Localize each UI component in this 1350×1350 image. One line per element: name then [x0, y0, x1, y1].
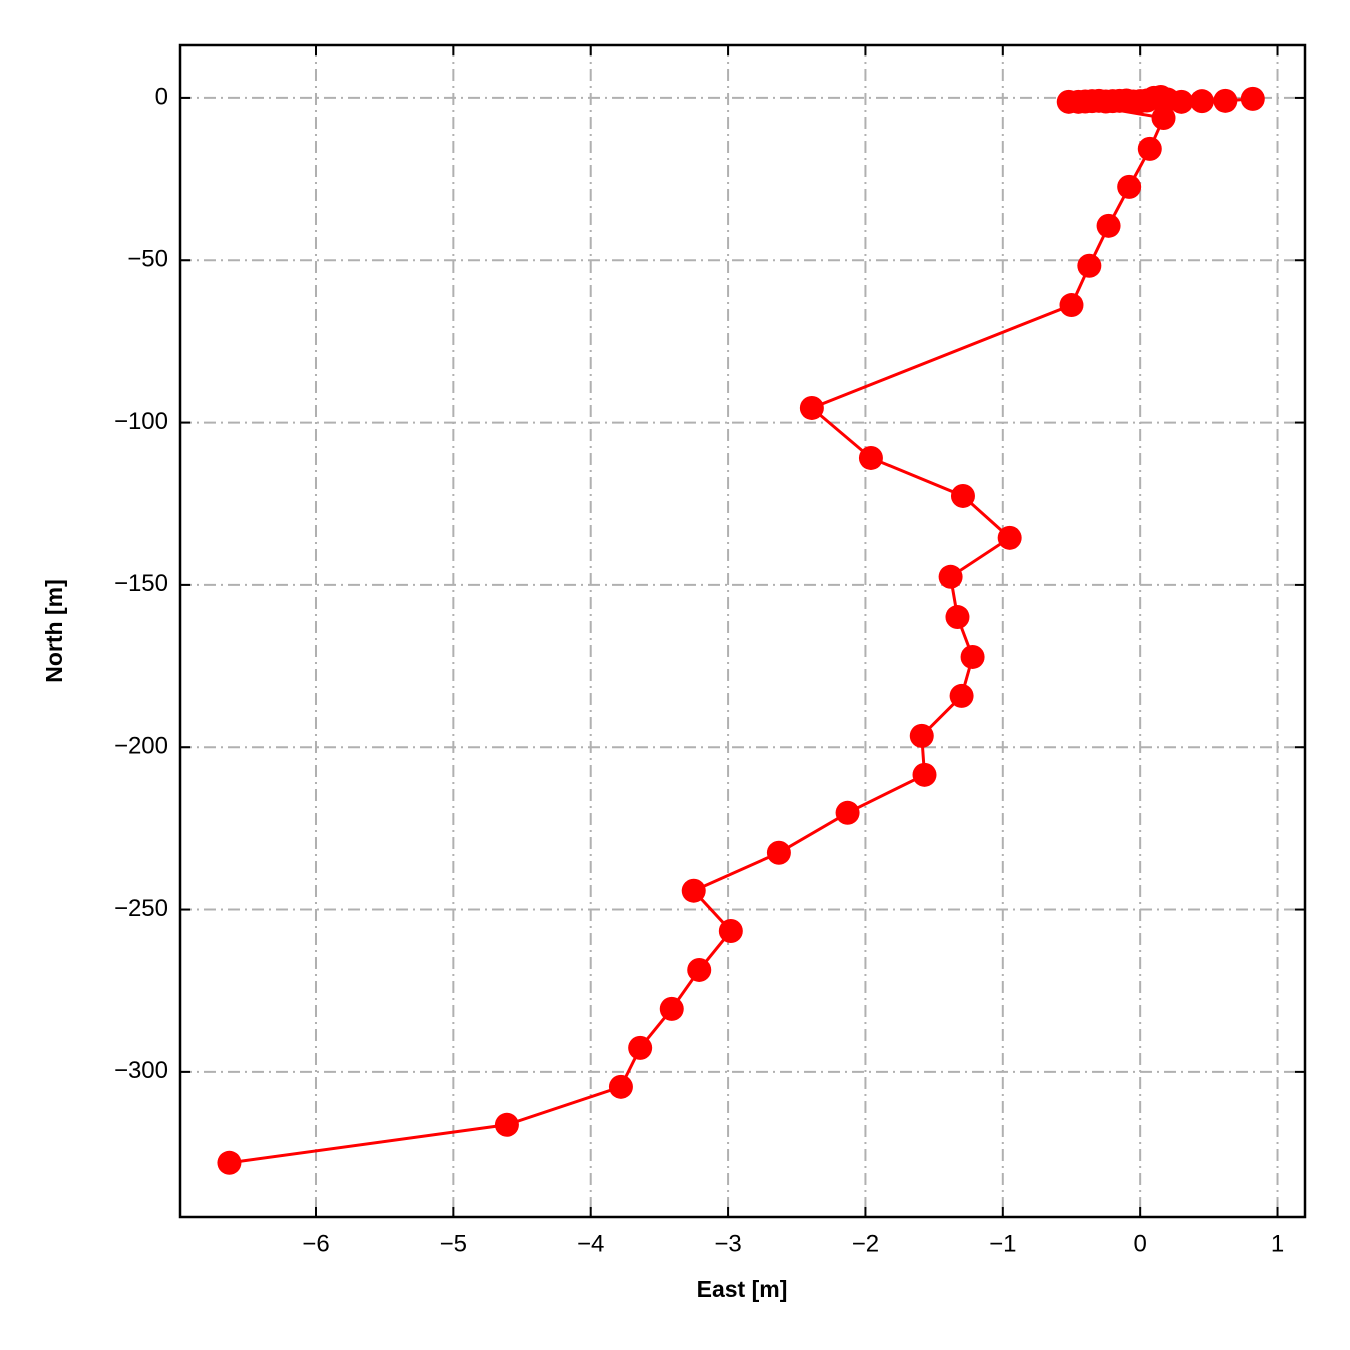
- point: [945, 605, 970, 630]
- x-tick-label: −4: [577, 1230, 604, 1257]
- point: [1137, 136, 1162, 161]
- point: [1240, 86, 1265, 111]
- point: [960, 644, 985, 669]
- point: [659, 996, 684, 1021]
- point: [1059, 293, 1084, 318]
- point: [835, 800, 860, 825]
- point: [217, 1150, 242, 1175]
- point: [608, 1074, 633, 1099]
- point: [1056, 89, 1081, 114]
- x-tick-label: −6: [302, 1230, 329, 1257]
- point: [949, 683, 974, 708]
- point: [799, 395, 824, 420]
- x-tick-label: −1: [989, 1230, 1016, 1257]
- y-tick-label: −300: [114, 1057, 168, 1084]
- point: [1117, 174, 1142, 199]
- y-tick-label: −100: [114, 408, 168, 435]
- y-tick-label: −250: [114, 895, 168, 922]
- point: [1213, 88, 1238, 113]
- point: [766, 840, 791, 865]
- point: [938, 564, 963, 589]
- x-axis-label: East [m]: [697, 1276, 788, 1302]
- point: [718, 918, 743, 943]
- plot-frame: [178, 43, 1307, 1219]
- point: [997, 525, 1022, 550]
- point: [1077, 253, 1102, 278]
- point: [1151, 106, 1176, 131]
- y-tick-label: −200: [114, 733, 168, 760]
- trajectory-line: [229, 95, 1253, 1165]
- y-tick-label: −50: [127, 246, 168, 273]
- point: [950, 483, 975, 508]
- point: [1096, 213, 1121, 238]
- point: [628, 1035, 653, 1060]
- y-axis-label: North [m]: [41, 579, 67, 682]
- y-tick-label: 0: [155, 83, 168, 110]
- point: [494, 1112, 519, 1137]
- point: [681, 878, 706, 903]
- y-tick-label: −150: [114, 570, 168, 597]
- point: [909, 723, 934, 748]
- point: [687, 957, 712, 982]
- x-tick-label: −2: [852, 1230, 879, 1257]
- x-tick-label: 0: [1133, 1230, 1146, 1257]
- point: [1189, 89, 1214, 114]
- x-tick-label: −3: [714, 1230, 741, 1257]
- point: [912, 762, 937, 787]
- point: [858, 445, 883, 470]
- x-tick-label: −5: [440, 1230, 467, 1257]
- x-tick-label: 1: [1271, 1230, 1284, 1257]
